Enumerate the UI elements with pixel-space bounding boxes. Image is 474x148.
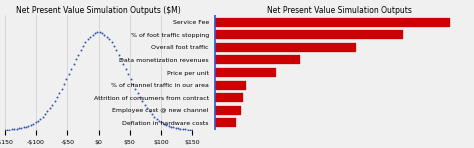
Bar (215, 81, 246, 90)
Bar (215, 106, 241, 115)
Bar (215, 118, 236, 127)
Bar (215, 43, 356, 52)
Bar (215, 93, 243, 102)
Bar (215, 18, 450, 27)
Bar (215, 68, 276, 77)
Bar (215, 56, 300, 65)
Bar (215, 30, 403, 39)
Title: Net Present Value Simulation Outputs: Net Present Value Simulation Outputs (267, 6, 412, 15)
Title: Net Present Value Simulation Outputs ($M): Net Present Value Simulation Outputs ($M… (16, 6, 181, 15)
